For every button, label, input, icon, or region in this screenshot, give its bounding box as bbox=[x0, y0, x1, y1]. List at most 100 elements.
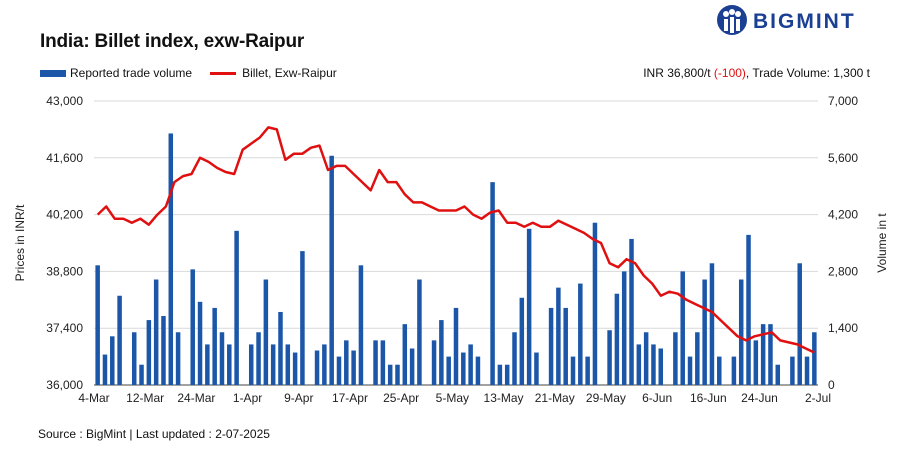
x-tick-label: 4-Mar bbox=[78, 391, 109, 405]
volume-bar bbox=[387, 364, 393, 385]
y-right-tick-label: 7,000 bbox=[828, 94, 858, 108]
volume-bar bbox=[592, 222, 598, 385]
volume-bar bbox=[760, 324, 766, 385]
volume-bar bbox=[556, 287, 561, 385]
x-tick-label: 21-May bbox=[535, 391, 575, 405]
volume-bar bbox=[439, 320, 444, 385]
x-tick-label: 6-Jun bbox=[642, 391, 672, 405]
volume-bar bbox=[658, 348, 664, 385]
volume-bar bbox=[621, 271, 627, 385]
volume-bar bbox=[263, 279, 269, 385]
volume-bar bbox=[95, 265, 100, 385]
y-left-tick-label: 41,600 bbox=[46, 151, 83, 165]
volume-bar bbox=[153, 279, 159, 385]
volume-bar bbox=[270, 344, 276, 385]
source-footer: Source : BigMint | Last updated : 2-07-2… bbox=[38, 427, 270, 441]
volume-bar bbox=[673, 332, 678, 385]
x-tick-label: 5-May bbox=[436, 391, 469, 405]
volume-bar bbox=[285, 344, 291, 385]
volume-bar bbox=[219, 332, 225, 385]
volume-bar bbox=[248, 344, 254, 385]
volume-bar bbox=[812, 332, 817, 385]
volume-bar bbox=[475, 356, 481, 385]
volume-bar bbox=[563, 307, 568, 385]
volume-bar bbox=[168, 133, 174, 385]
volume-bar bbox=[804, 356, 810, 385]
volume-bar bbox=[614, 293, 620, 385]
volume-bar bbox=[205, 344, 210, 385]
volume-bar bbox=[768, 324, 773, 385]
y-left-tick-label: 37,400 bbox=[46, 321, 83, 335]
y-left-tick-label: 36,000 bbox=[46, 378, 83, 392]
chart-title: India: Billet index, exw-Raipur bbox=[40, 31, 305, 52]
x-tick-label: 29-May bbox=[586, 391, 626, 405]
volume-bar bbox=[278, 311, 283, 385]
x-tick-label: 24-Mar bbox=[177, 391, 215, 405]
volume-bar bbox=[643, 332, 649, 385]
volume-bar bbox=[731, 356, 737, 385]
volume-bar bbox=[790, 356, 795, 385]
x-tick-label: 17-Apr bbox=[332, 391, 368, 405]
volume-bar bbox=[578, 283, 583, 385]
volume-bar bbox=[717, 356, 722, 385]
x-tick-label: 25-Apr bbox=[383, 391, 419, 405]
x-tick-label: 13-May bbox=[484, 391, 524, 405]
x-tick-label: 16-Jun bbox=[690, 391, 727, 405]
volume-bar bbox=[512, 332, 517, 385]
volume-bar bbox=[227, 344, 232, 385]
volume-bar bbox=[695, 332, 700, 385]
volume-bar bbox=[190, 269, 195, 385]
y-left-tick-label: 40,200 bbox=[46, 208, 83, 222]
volume-bar bbox=[453, 307, 459, 385]
y-left-tick-label: 43,000 bbox=[46, 94, 83, 108]
volume-bar bbox=[585, 356, 590, 385]
y-right-tick-label: 4,200 bbox=[828, 208, 858, 222]
chart-legend: Reported trade volume Billet, Exw-Raipur bbox=[40, 66, 355, 80]
volume-bar bbox=[519, 297, 525, 385]
volume-bar bbox=[490, 182, 495, 385]
volume-bar bbox=[131, 332, 137, 385]
y-left-tick-label: 38,800 bbox=[46, 264, 83, 278]
volume-bar bbox=[570, 356, 576, 385]
legend-swatch-line bbox=[210, 71, 237, 75]
volume-bar bbox=[212, 307, 217, 385]
y-right-tick-label: 1,400 bbox=[828, 321, 858, 335]
volume-bar bbox=[629, 238, 634, 385]
volume-bar bbox=[146, 320, 152, 385]
volume-bar bbox=[117, 295, 122, 385]
y-right-tick-label: 0 bbox=[828, 378, 835, 392]
volume-bar bbox=[329, 155, 334, 385]
volume-bar bbox=[351, 350, 356, 385]
volume-bar bbox=[395, 364, 400, 385]
volume-bar bbox=[110, 336, 115, 385]
volume-bar bbox=[336, 356, 342, 385]
volume-bar bbox=[402, 324, 408, 385]
volume-bar bbox=[161, 316, 166, 385]
legend-swatch-bar bbox=[40, 69, 66, 77]
y-left-axis-title: Prices in INR/t bbox=[13, 204, 27, 281]
x-tick-label: 9-Apr bbox=[284, 391, 313, 405]
volume-bar bbox=[797, 263, 802, 385]
volume-bar bbox=[409, 348, 415, 385]
volume-bar bbox=[775, 364, 781, 385]
volume-bar bbox=[738, 279, 744, 385]
volume-bar bbox=[417, 279, 422, 385]
price-line bbox=[96, 126, 815, 354]
volume-bar bbox=[746, 234, 751, 385]
y-right-axis-title: Volume in t bbox=[875, 213, 889, 273]
volume-bar bbox=[753, 340, 759, 385]
volume-bar bbox=[687, 356, 693, 385]
x-tick-label: 1-Apr bbox=[233, 391, 262, 405]
volume-bar bbox=[322, 344, 327, 385]
volume-bar bbox=[461, 352, 466, 385]
brand-logo: BIGMINT bbox=[715, 3, 885, 37]
volume-bar bbox=[534, 352, 539, 385]
volume-bar bbox=[314, 350, 320, 385]
x-tick-label: 24-Jun bbox=[741, 391, 778, 405]
summary-volume: , Trade Volume: 1,300 t bbox=[745, 66, 870, 80]
volume-bar bbox=[373, 340, 378, 385]
legend-item-volume: Reported trade volume bbox=[40, 66, 192, 80]
volume-bar bbox=[175, 332, 181, 385]
y-right-tick-label: 5,600 bbox=[828, 151, 858, 165]
